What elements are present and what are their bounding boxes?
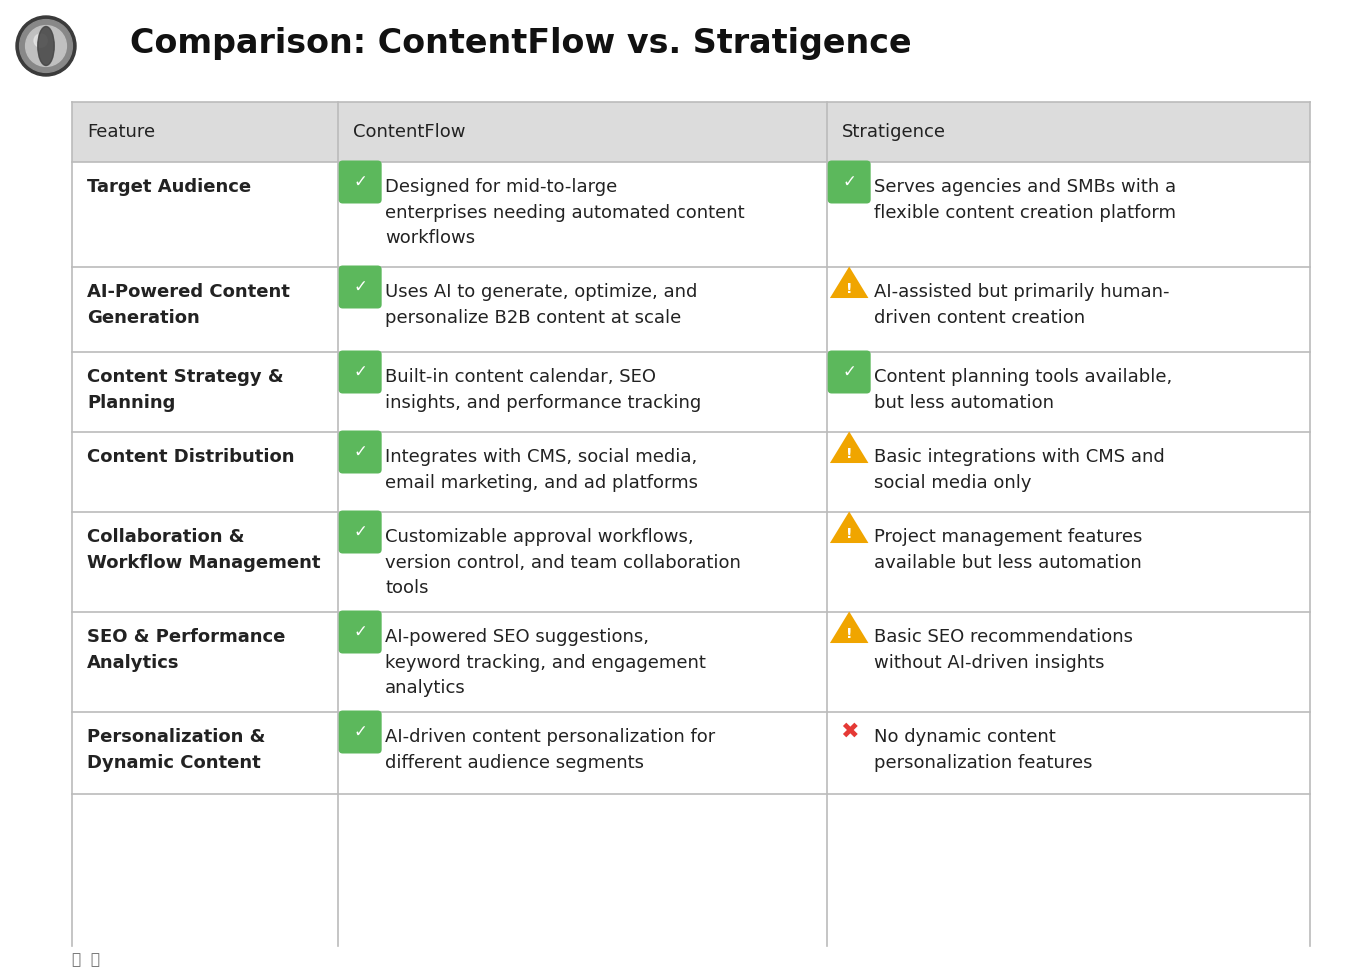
Text: Content Distribution: Content Distribution	[87, 448, 295, 466]
FancyBboxPatch shape	[339, 510, 381, 553]
Text: Collaboration &
Workflow Management: Collaboration & Workflow Management	[87, 528, 321, 572]
Polygon shape	[831, 612, 869, 643]
FancyBboxPatch shape	[339, 266, 381, 309]
FancyBboxPatch shape	[339, 161, 381, 204]
Text: Customizable approval workflows,
version control, and team collaboration
tools: Customizable approval workflows, version…	[385, 528, 740, 597]
Text: Personalization &
Dynamic Content: Personalization & Dynamic Content	[87, 728, 265, 771]
Bar	[72, 102, 1310, 162]
Text: Basic integrations with CMS and
social media only: Basic integrations with CMS and social m…	[874, 448, 1165, 492]
FancyBboxPatch shape	[828, 351, 870, 393]
Ellipse shape	[38, 26, 55, 65]
Text: SEO & Performance
Analytics: SEO & Performance Analytics	[87, 628, 285, 672]
Circle shape	[16, 16, 76, 76]
Circle shape	[26, 25, 67, 66]
Text: Basic SEO recommendations
without AI-driven insights: Basic SEO recommendations without AI-dri…	[874, 628, 1134, 672]
Circle shape	[34, 34, 48, 47]
Text: No dynamic content
personalization features: No dynamic content personalization featu…	[874, 728, 1093, 771]
Polygon shape	[831, 267, 869, 298]
Text: ✓: ✓	[354, 723, 367, 741]
FancyBboxPatch shape	[339, 431, 381, 473]
Text: ✓: ✓	[354, 623, 367, 641]
Text: Integrates with CMS, social media,
email marketing, and ad platforms: Integrates with CMS, social media, email…	[385, 448, 698, 492]
Text: Designed for mid-to-large
enterprises needing automated content
workflows: Designed for mid-to-large enterprises ne…	[385, 178, 744, 247]
Text: AI-Powered Content
Generation: AI-Powered Content Generation	[87, 283, 290, 326]
Text: ✓: ✓	[354, 523, 367, 541]
Text: Uses AI to generate, optimize, and
personalize B2B content at scale: Uses AI to generate, optimize, and perso…	[385, 283, 698, 326]
Text: !: !	[846, 447, 852, 461]
Polygon shape	[831, 431, 869, 463]
Text: ✓: ✓	[354, 278, 367, 296]
FancyBboxPatch shape	[339, 351, 381, 393]
Text: ✓: ✓	[843, 363, 856, 381]
FancyBboxPatch shape	[339, 611, 381, 654]
Text: Stratigence: Stratigence	[843, 123, 947, 141]
Text: ✖: ✖	[840, 722, 858, 742]
Text: Feature: Feature	[87, 123, 156, 141]
Text: ✓: ✓	[843, 173, 856, 191]
Text: Content planning tools available,
but less automation: Content planning tools available, but le…	[874, 368, 1172, 412]
Text: ✓: ✓	[354, 443, 367, 461]
Text: AI-powered SEO suggestions,
keyword tracking, and engagement
analytics: AI-powered SEO suggestions, keyword trac…	[385, 628, 706, 697]
Text: Comparison: ContentFlow vs. Stratigence: Comparison: ContentFlow vs. Stratigence	[130, 27, 911, 60]
Text: !: !	[846, 527, 852, 541]
Text: ✓: ✓	[354, 363, 367, 381]
Text: Built-in content calendar, SEO
insights, and performance tracking: Built-in content calendar, SEO insights,…	[385, 368, 701, 412]
Text: !: !	[846, 627, 852, 641]
Text: AI-assisted but primarily human-
driven content creation: AI-assisted but primarily human- driven …	[874, 283, 1169, 326]
FancyBboxPatch shape	[339, 710, 381, 754]
Text: Content Strategy &
Planning: Content Strategy & Planning	[87, 368, 284, 412]
Text: Target Audience: Target Audience	[87, 178, 251, 196]
Circle shape	[19, 19, 72, 72]
Polygon shape	[831, 511, 869, 543]
Text: AI-driven content personalization for
different audience segments: AI-driven content personalization for di…	[385, 728, 716, 771]
Text: !: !	[846, 282, 852, 296]
FancyBboxPatch shape	[828, 161, 870, 204]
Text: 🔊  📋: 🔊 📋	[72, 953, 100, 967]
Text: ✓: ✓	[354, 173, 367, 191]
Text: ContentFlow: ContentFlow	[354, 123, 466, 141]
Text: Serves agencies and SMBs with a
flexible content creation platform: Serves agencies and SMBs with a flexible…	[874, 178, 1176, 222]
Text: Project management features
available but less automation: Project management features available bu…	[874, 528, 1142, 572]
